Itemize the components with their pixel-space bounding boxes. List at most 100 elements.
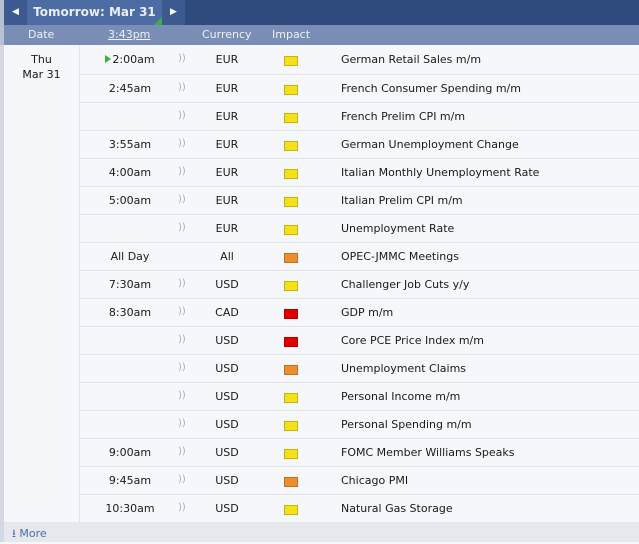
sound-alert-icon[interactable]: )): [178, 222, 186, 233]
sound-alert-icon[interactable]: )): [178, 362, 186, 373]
event-currency: All: [220, 250, 234, 263]
event-row[interactable]: All Day All OPEC-JMMC Meetings: [80, 242, 639, 270]
event-currency: USD: [215, 474, 239, 487]
impact-low-icon[interactable]: [284, 281, 298, 291]
event-title[interactable]: German Retail Sales m/m: [341, 53, 482, 66]
event-title[interactable]: Core PCE Price Index m/m: [341, 334, 484, 347]
impact-high-icon[interactable]: [284, 309, 298, 319]
event-row[interactable]: 2:00am)) EUR German Retail Sales m/m: [80, 46, 639, 74]
impact-low-icon[interactable]: [284, 113, 298, 123]
impact-low-icon[interactable]: [284, 421, 298, 431]
event-currency: USD: [215, 278, 239, 291]
next-day-button[interactable]: ▶: [162, 0, 185, 25]
event-row[interactable]: 10:30am)) USD Natural Gas Storage: [80, 494, 639, 522]
impact-medium-icon[interactable]: [284, 365, 298, 375]
event-row[interactable]: 5:00am)) EUR Italian Prelim CPI m/m: [80, 186, 639, 214]
impact-low-icon[interactable]: [284, 85, 298, 95]
prev-day-button[interactable]: ◀: [4, 0, 27, 25]
current-time-link[interactable]: 3:43pm: [108, 28, 151, 41]
sound-alert-icon[interactable]: )): [178, 53, 186, 64]
event-time: 2:45am: [108, 82, 152, 95]
event-currency: CAD: [215, 306, 239, 319]
event-currency: EUR: [215, 222, 239, 235]
event-time: 9:00am: [108, 446, 152, 459]
event-time: All Day: [110, 250, 150, 263]
event-title[interactable]: German Unemployment Change: [341, 138, 519, 151]
event-title[interactable]: Unemployment Rate: [341, 222, 455, 235]
event-row[interactable]: 3:55am)) EUR German Unemployment Change: [80, 130, 639, 158]
event-row[interactable]: 8:30am)) CAD GDP m/m: [80, 298, 639, 326]
event-title[interactable]: Italian Prelim CPI m/m: [341, 194, 463, 207]
event-title[interactable]: French Prelim CPI m/m: [341, 110, 466, 123]
event-title[interactable]: GDP m/m: [341, 306, 394, 319]
impact-medium-icon[interactable]: [284, 253, 298, 263]
event-title[interactable]: Personal Spending m/m: [341, 418, 472, 431]
event-title[interactable]: Unemployment Claims: [341, 362, 467, 375]
sound-alert-icon[interactable]: )): [178, 110, 186, 121]
day-tab-label: Tomorrow: Mar 31: [33, 5, 156, 19]
impact-low-icon[interactable]: [284, 393, 298, 403]
next-event-icon: [105, 55, 112, 63]
column-header: Date 3:43pm Currency Impact: [0, 25, 639, 45]
impact-low-icon[interactable]: [284, 505, 298, 515]
impact-low-icon[interactable]: [284, 56, 298, 66]
impact-high-icon[interactable]: [284, 337, 298, 347]
event-time: 8:30am: [108, 306, 152, 319]
event-currency: USD: [215, 362, 239, 375]
event-title[interactable]: Challenger Job Cuts y/y: [341, 278, 470, 291]
event-time: 3:55am: [108, 138, 152, 151]
event-row[interactable]: )) USD Personal Income m/m: [80, 382, 639, 410]
sound-alert-icon[interactable]: )): [178, 278, 186, 289]
event-row[interactable]: 2:45am)) EUR French Consumer Spending m/m: [80, 74, 639, 102]
sound-alert-icon[interactable]: )): [178, 334, 186, 345]
day-cell: Thu Mar 31: [4, 45, 80, 522]
sound-alert-icon[interactable]: )): [178, 390, 186, 401]
download-arrow-icon: ⭳: [12, 527, 16, 540]
sound-alert-icon[interactable]: )): [178, 166, 186, 177]
sound-alert-icon[interactable]: )): [178, 418, 186, 429]
caret-right-icon: ▶: [170, 7, 177, 17]
left-border: [0, 45, 4, 522]
event-row[interactable]: 9:45am)) USD Chicago PMI: [80, 466, 639, 494]
impact-low-icon[interactable]: [284, 449, 298, 459]
impact-low-icon[interactable]: [284, 141, 298, 151]
more-label: More: [19, 527, 47, 540]
event-time: 10:30am: [105, 502, 155, 515]
event-row[interactable]: )) USD Unemployment Claims: [80, 354, 639, 382]
event-row[interactable]: 4:00am)) EUR Italian Monthly Unemployment …: [80, 158, 639, 186]
sound-alert-icon[interactable]: )): [178, 474, 186, 485]
event-time: 2:00am: [80, 53, 180, 66]
impact-low-icon[interactable]: [284, 225, 298, 235]
event-row[interactable]: 7:30am)) USD Challenger Job Cuts y/y: [80, 270, 639, 298]
sound-alert-icon[interactable]: )): [178, 194, 186, 205]
event-currency: EUR: [215, 166, 239, 179]
sound-alert-icon[interactable]: )): [178, 502, 186, 513]
impact-low-icon[interactable]: [284, 169, 298, 179]
sound-alert-icon[interactable]: )): [178, 82, 186, 93]
event-row[interactable]: )) EUR Unemployment Rate: [80, 214, 639, 242]
event-title[interactable]: FOMC Member Williams Speaks: [341, 446, 515, 459]
event-row[interactable]: )) USD Core PCE Price Index m/m: [80, 326, 639, 354]
date: Mar 31: [22, 68, 61, 81]
event-currency: USD: [215, 446, 239, 459]
sound-alert-icon[interactable]: )): [178, 138, 186, 149]
sound-alert-icon[interactable]: )): [178, 306, 186, 317]
event-title[interactable]: Natural Gas Storage: [341, 502, 453, 515]
event-currency: USD: [215, 390, 239, 403]
impact-low-icon[interactable]: [284, 197, 298, 207]
event-title[interactable]: Personal Income m/m: [341, 390, 461, 403]
event-time: 9:45am: [108, 474, 152, 487]
more-link[interactable]: ⭳ More: [0, 522, 639, 542]
event-row[interactable]: 9:00am)) USD FOMC Member Williams Speaks: [80, 438, 639, 466]
day-tab[interactable]: Tomorrow: Mar 31: [27, 0, 162, 25]
event-row[interactable]: )) EUR French Prelim CPI m/m: [80, 102, 639, 130]
event-title[interactable]: OPEC-JMMC Meetings: [341, 250, 459, 263]
weekday: Thu: [31, 53, 52, 66]
event-currency: USD: [215, 334, 239, 347]
event-title[interactable]: Italian Monthly Unemployment Rate: [341, 166, 540, 179]
event-row[interactable]: )) USD Personal Spending m/m: [80, 410, 639, 438]
sound-alert-icon[interactable]: )): [178, 446, 186, 457]
event-title[interactable]: Chicago PMI: [341, 474, 409, 487]
event-title[interactable]: French Consumer Spending m/m: [341, 82, 521, 95]
impact-medium-icon[interactable]: [284, 477, 298, 487]
